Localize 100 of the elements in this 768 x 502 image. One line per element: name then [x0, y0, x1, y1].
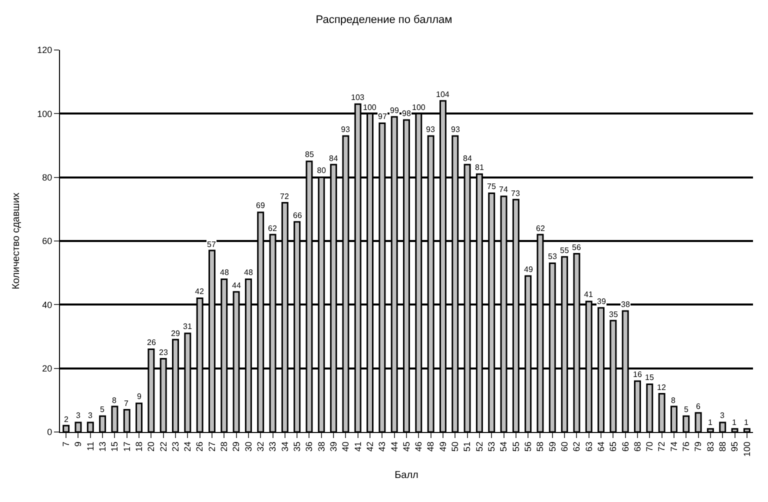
data-label: 74 [499, 185, 508, 194]
data-label: 49 [524, 265, 534, 274]
x-tick-label: 83 [705, 442, 716, 452]
x-tick-label: 76 [681, 442, 692, 452]
data-label: 44 [232, 281, 242, 290]
data-label: 8 [112, 396, 117, 405]
x-tick-label: 38 [316, 442, 326, 452]
x-tick-label: 53 [486, 442, 497, 452]
x-axis-title: Балл [394, 470, 419, 482]
x-tick-label: 55 [510, 442, 521, 452]
data-label: 53 [548, 252, 558, 261]
x-tick-label: 74 [668, 442, 679, 452]
x-tick-label: 72 [656, 442, 667, 452]
data-label: 31 [183, 322, 192, 331]
data-label: 62 [268, 224, 278, 233]
chart-title: Распределение по баллам [316, 14, 452, 26]
data-label: 81 [475, 163, 484, 172]
data-label: 55 [560, 246, 570, 255]
x-tick-label: 62 [572, 442, 582, 452]
data-label: 48 [220, 268, 230, 277]
x-tick-label: 88 [718, 442, 728, 452]
x-tick-label: 70 [644, 442, 655, 452]
data-label: 35 [609, 310, 618, 319]
x-tick-label: 27 [206, 442, 217, 452]
x-tick-label: 17 [122, 442, 132, 452]
data-label: 1 [732, 418, 737, 427]
x-tick-label: 52 [474, 442, 484, 452]
data-label: 103 [351, 93, 365, 102]
data-label: 84 [463, 154, 472, 163]
data-label: 97 [378, 112, 388, 121]
data-label: 41 [584, 290, 594, 299]
data-label: 72 [280, 192, 290, 201]
data-label: 29 [171, 329, 180, 338]
x-tick-label: 68 [632, 442, 642, 452]
data-label: 100 [412, 103, 426, 112]
x-tick-label: 51 [462, 442, 472, 452]
data-label: 1 [744, 418, 749, 427]
data-label: 23 [159, 348, 168, 357]
data-label: 39 [597, 297, 606, 306]
x-tick-label: 15 [110, 442, 120, 452]
data-label: 3 [76, 411, 81, 420]
data-label: 56 [572, 243, 582, 252]
x-tick-label: 13 [97, 442, 108, 452]
x-tick-label: 46 [414, 442, 424, 452]
x-tick-label: 41 [352, 442, 363, 452]
data-label: 8 [671, 396, 676, 405]
x-tick-label: 11 [85, 442, 96, 451]
data-label: 69 [256, 201, 266, 210]
x-tick-label: 54 [498, 442, 509, 452]
data-label: 85 [305, 150, 314, 159]
x-tick-label: 50 [450, 442, 460, 452]
x-tick-label: 7 [61, 442, 72, 447]
data-label: 57 [207, 240, 216, 249]
data-label: 48 [244, 268, 254, 277]
y-tick-label: 80 [42, 172, 52, 182]
x-tick-label: 35 [292, 442, 302, 452]
data-label: 93 [341, 125, 350, 134]
y-tick-label: 100 [37, 108, 52, 119]
data-label: 7 [124, 399, 129, 408]
x-tick-label: 43 [377, 442, 388, 452]
data-label: 80 [317, 166, 326, 175]
x-tick-label: 22 [158, 442, 168, 452]
data-label: 3 [88, 411, 93, 420]
data-label: 6 [696, 402, 701, 411]
data-label: 66 [293, 211, 302, 220]
x-tick-label: 34 [280, 442, 290, 452]
data-label: 93 [426, 125, 436, 134]
y-tick-label: 0 [47, 427, 52, 438]
data-label: 9 [137, 392, 142, 401]
data-label: 93 [451, 125, 460, 134]
data-label: 84 [329, 154, 338, 163]
x-tick-label: 66 [620, 442, 630, 452]
x-tick-label: 49 [438, 442, 448, 452]
x-tick-label: 44 [389, 442, 400, 452]
data-label: 100 [363, 103, 377, 112]
x-tick-label: 29 [231, 442, 242, 452]
x-tick-label: 20 [146, 442, 156, 452]
x-tick-label: 42 [364, 442, 375, 452]
data-label: 104 [436, 90, 450, 99]
data-label: 75 [487, 182, 496, 191]
x-tick-label: 39 [328, 442, 338, 452]
x-tick-label: 59 [547, 442, 558, 452]
x-tick-label: 56 [523, 442, 534, 452]
x-tick-label: 45 [401, 442, 412, 452]
x-tick-label: 60 [559, 442, 570, 452]
x-tick-label: 36 [304, 442, 314, 452]
x-tick-label: 48 [426, 442, 436, 452]
x-tick-label: 79 [693, 442, 704, 452]
data-label: 16 [633, 370, 642, 379]
data-label: 26 [147, 338, 156, 347]
data-label: 73 [511, 189, 520, 198]
data-label: 42 [195, 287, 204, 296]
x-tick-label: 26 [194, 442, 205, 452]
x-tick-label: 18 [134, 442, 144, 452]
data-label: 2 [64, 415, 69, 424]
x-tick-label: 64 [596, 442, 606, 452]
data-label: 15 [645, 373, 654, 382]
data-label: 12 [657, 383, 666, 392]
y-axis-title: Количество сдавших [11, 192, 22, 290]
x-tick-label: 24 [182, 442, 193, 452]
